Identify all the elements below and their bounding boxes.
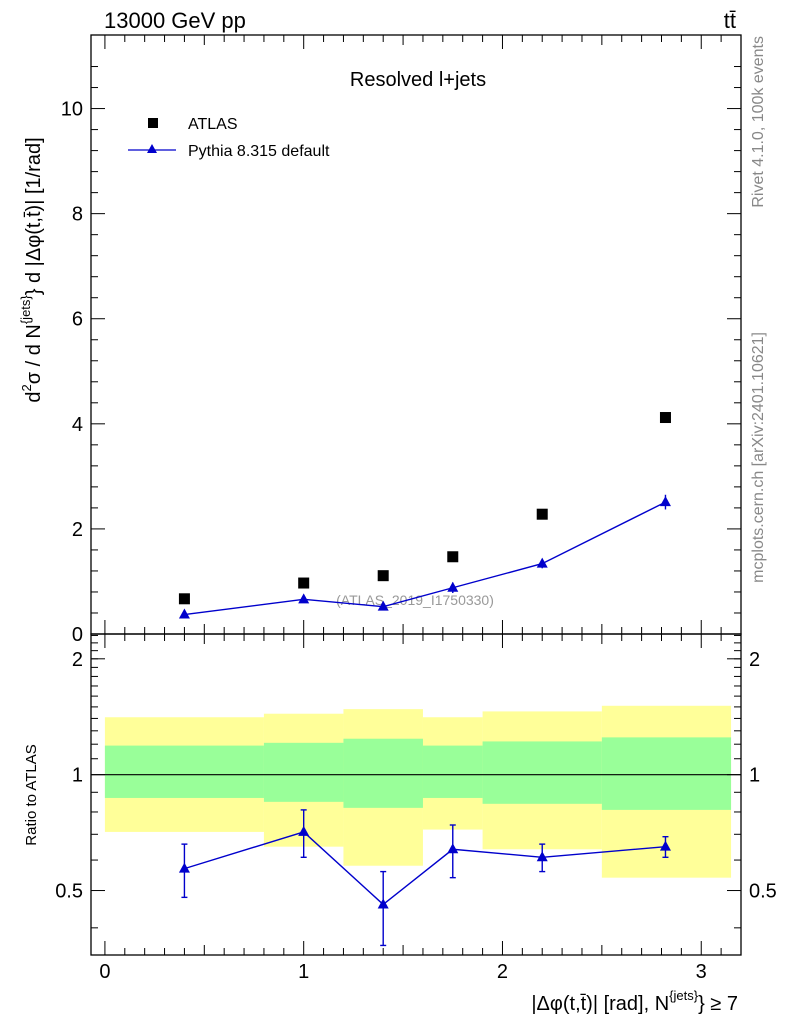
ratio-green-band	[422, 745, 483, 798]
pythia-line	[184, 501, 666, 616]
atlas-data-point	[178, 593, 190, 605]
ratio-panel: Ratio to ATLAS |Δφ(t,t̄)| [rad], N{jets}…	[23, 633, 777, 1015]
ratio-green-band	[482, 741, 602, 804]
ratio-y-axis-label: Ratio to ATLAS	[23, 744, 40, 845]
main-y-tick-label: 2	[72, 519, 83, 541]
x-tick-label: 2	[497, 961, 508, 983]
ratio-green-band	[263, 742, 344, 802]
atlas-data-point	[536, 508, 548, 520]
main-y-tick-label: 6	[72, 309, 83, 331]
ratio-y-tick-label-right: 2	[749, 649, 760, 671]
ratio-y-tick-label: 0.5	[55, 881, 83, 903]
energy-label: 13000 GeV pp	[104, 8, 246, 33]
pythia-data-point	[178, 608, 190, 619]
ratio-data-point	[377, 898, 389, 909]
legend-pythia-label: Pythia 8.315 default	[188, 143, 330, 160]
atlas-data-point	[447, 551, 459, 563]
pythia-data-point	[377, 600, 389, 611]
main-y-tick-label: 8	[72, 204, 83, 226]
ratio-green-band	[104, 745, 264, 798]
x-tick-label: 1	[298, 961, 309, 983]
pythia-data-point	[298, 593, 310, 604]
rivet-label: Rivet 4.1.0, 100k events	[750, 36, 767, 208]
legend: ATLAS Pythia 8.315 default	[128, 116, 330, 160]
ratio-y-tick-label: 1	[72, 765, 83, 787]
main-title: Resolved l+jets	[350, 69, 486, 91]
main-y-axis-label: d2σ / d N{jets}} d |Δφ(t,t̄)| [1/rad]	[18, 137, 45, 402]
legend-atlas-marker	[148, 118, 158, 128]
pythia-data-point	[447, 581, 459, 592]
pythia-data-point	[659, 496, 671, 507]
legend-atlas-label: ATLAS	[188, 116, 238, 133]
source-label: mcplots.cern.ch [arXiv:2401.10621]	[750, 332, 767, 583]
main-y-tick-label: 10	[61, 99, 83, 121]
main-y-tick-label: 0	[72, 624, 83, 646]
atlas-data-point	[298, 577, 310, 589]
ratio-data-point	[536, 851, 548, 862]
ratio-pythia-line	[184, 831, 666, 906]
ratio-data-point	[298, 825, 310, 836]
x-tick-label: 0	[99, 961, 110, 983]
ratio-green-band	[343, 738, 423, 808]
ratio-green-band	[601, 737, 732, 810]
x-axis-label: |Δφ(t,t̄)| [rad], N{jets}} ≥ 7	[531, 988, 738, 1015]
legend-pythia-marker	[147, 144, 157, 153]
atlas-data-point	[377, 570, 389, 582]
analysis-watermark: (ATLAS_2019_I1750330)	[336, 592, 494, 608]
process-label: tt̄	[724, 8, 736, 33]
pythia-data-point	[536, 557, 548, 568]
ratio-y-tick-label-right: 1	[749, 765, 760, 787]
atlas-data-point	[659, 412, 671, 424]
x-tick-label: 3	[696, 961, 707, 983]
ratio-data-point	[659, 840, 671, 851]
main-panel: Resolved l+jets (ATLAS_2019_I1750330) AT…	[18, 34, 742, 646]
ratio-y-tick-label-right: 0.5	[749, 881, 777, 903]
ratio-frame	[90, 633, 742, 956]
ratio-data-point	[178, 862, 190, 873]
main-y-tick-label: 4	[72, 414, 83, 436]
ratio-y-tick-label: 2	[72, 649, 83, 671]
ratio-data-point	[447, 843, 459, 854]
